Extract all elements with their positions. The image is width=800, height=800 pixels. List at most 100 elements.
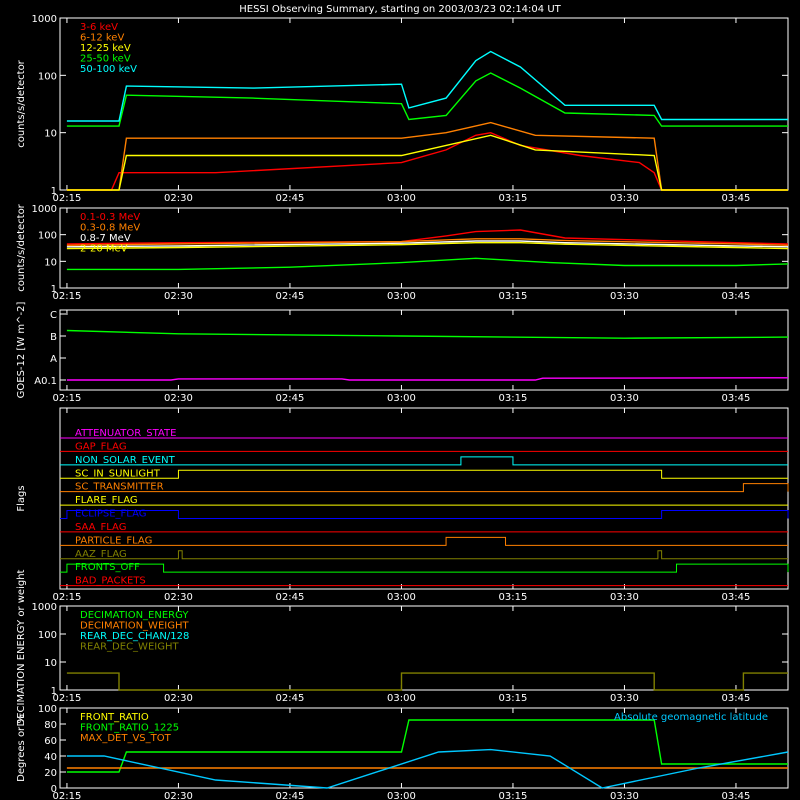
series-line — [66, 242, 789, 250]
x-tick-label: 03:45 — [722, 193, 751, 204]
chart-title: HESSI Observing Summary, starting on 200… — [239, 4, 561, 15]
y-tick-label: 1000 — [32, 602, 57, 613]
flag-label: SC_IN_SUNLIGHT — [75, 468, 161, 479]
x-tick-label: 03:00 — [387, 693, 416, 704]
y-tick-label: 1000 — [32, 204, 57, 215]
x-tick-label: 02:30 — [164, 291, 193, 302]
flag-label: FRONTS_OFF — [75, 562, 140, 573]
x-tick-label: 03:00 — [387, 791, 416, 800]
flag-line — [60, 563, 789, 573]
flag-line — [60, 483, 789, 493]
x-tick-label: 03:45 — [722, 393, 751, 404]
flag-label: PARTICLE_FLAG — [75, 535, 152, 546]
x-tick-label: 03:45 — [722, 291, 751, 302]
x-tick-label: 03:15 — [499, 393, 528, 404]
flag-label: GAP_FLAG — [75, 441, 127, 452]
x-tick-label: 02:45 — [276, 791, 305, 800]
panel-1: 02:15 02:30 02:45 03:00 03:15 03:30 03:45 count… — [16, 14, 789, 204]
y-tick-label: 1 — [51, 284, 57, 295]
x-tick-label: 03:00 — [387, 592, 416, 603]
x-tick-label: 03:15 — [499, 193, 528, 204]
x-tick-label: 02:15 — [53, 592, 82, 603]
x-tick-label: 03:00 — [387, 291, 416, 302]
x-tick-label: 03:30 — [610, 393, 639, 404]
y-axis-label: counts/s/detector — [16, 59, 27, 147]
x-tick-label: 03:00 — [387, 393, 416, 404]
panel-5: 02:15 02:30 02:45 03:00 03:15 03:30 03:45 DECIM… — [16, 569, 789, 726]
y-tick-label: C — [50, 310, 57, 321]
y-tick-label: 60 — [44, 736, 57, 747]
legend-entry: FRONT_RATIO — [80, 712, 149, 723]
y-tick-label: 10 — [44, 257, 57, 268]
y-tick-label: 100 — [38, 704, 57, 715]
y-tick-label: 20 — [44, 768, 57, 779]
plot-frame — [59, 707, 789, 789]
plot-frame — [59, 407, 789, 590]
legend-entry: REAR_DEC_WEIGHT — [80, 642, 179, 653]
panel-4: 02:15 02:30 02:45 03:00 03:15 03:30 03:45 Flags… — [16, 407, 789, 603]
flag-line — [60, 456, 788, 466]
y-axis-label: GOES-12 [W m^-2] — [16, 302, 27, 399]
y-axis-label: DECIMATION ENERGY or weight — [16, 569, 27, 726]
flag-line — [60, 510, 789, 519]
y-tick-label: 0 — [51, 784, 57, 795]
series-line — [66, 329, 789, 339]
legend-entry: 50-100 keV — [80, 64, 137, 75]
y-tick-label: 1 — [51, 686, 57, 697]
series-line — [66, 257, 789, 271]
series-line — [66, 238, 789, 246]
plot-frame — [59, 605, 789, 691]
legend-entry: 25-50 keV — [80, 54, 131, 65]
y-tick-label: 80 — [44, 720, 57, 731]
x-tick-label: 03:45 — [722, 693, 751, 704]
y-tick-label: 100 — [38, 630, 57, 641]
x-tick-label: 03:15 — [499, 291, 528, 302]
series-line — [66, 377, 789, 381]
y-tick-label: 100 — [38, 231, 57, 242]
legend-entry: 0.1-0.3 MeV — [80, 212, 140, 223]
x-tick-label: 02:30 — [164, 791, 193, 800]
y-tick-label: 10 — [44, 658, 57, 669]
y-tick-label: 1 — [51, 186, 57, 197]
legend-entry: 6-12 keV — [80, 33, 124, 44]
series-line — [66, 72, 788, 127]
x-tick-label: 02:15 — [53, 393, 82, 404]
panel-2: 02:15 02:30 02:45 03:00 03:15 03:30 03:45 count… — [16, 203, 789, 302]
flag-line — [60, 550, 788, 560]
y-tick-label: 1000 — [32, 14, 57, 25]
y-tick-label: B — [50, 332, 57, 343]
y-tick-label: 10 — [44, 129, 57, 140]
x-tick-label: 02:30 — [164, 693, 193, 704]
legend-entry: MAX_DET_VS_TOT — [80, 733, 172, 744]
x-tick-label: 02:45 — [276, 291, 305, 302]
x-tick-label: 03:00 — [387, 193, 416, 204]
plot-frame — [59, 17, 789, 191]
legend-entry: DECIMATION_WEIGHT — [80, 621, 189, 632]
y-tick-label: 100 — [38, 71, 57, 82]
x-tick-label: 02:15 — [53, 193, 82, 204]
panel-6: 02:15 02:30 02:45 03:00 03:15 03:30 03:45 Degre… — [16, 704, 789, 800]
panel-3: 02:15 02:30 02:45 03:00 03:15 03:30 03:45 GOES-… — [16, 302, 789, 404]
series-line — [66, 131, 788, 191]
x-tick-label: 03:15 — [499, 592, 528, 603]
legend-entry: 3-6 keV — [80, 22, 118, 33]
flag-label: NON_SOLAR_EVENT — [75, 455, 176, 466]
series-line — [66, 50, 788, 122]
series-line — [66, 121, 788, 191]
legend-entry: 0.3-0.8 MeV — [80, 223, 140, 234]
legend-entry: 12-25 keV — [80, 43, 131, 54]
plot-frame — [59, 309, 789, 391]
y-axis-label: counts/s/detector — [16, 203, 27, 291]
x-tick-label: 02:45 — [276, 193, 305, 204]
legend-entry: DECIMATION_ENERGY — [80, 610, 189, 621]
series-line — [66, 229, 789, 245]
x-tick-label: 03:45 — [722, 592, 751, 603]
legend-entry: 2-20 MeV — [80, 244, 128, 255]
y-tick-label: A0.1 — [34, 376, 57, 387]
flag-label: BAD_PACKETS — [75, 576, 146, 587]
flag-line — [60, 469, 788, 479]
x-tick-label: 03:15 — [499, 791, 528, 800]
x-tick-label: 02:45 — [276, 592, 305, 603]
series-line — [66, 672, 788, 691]
